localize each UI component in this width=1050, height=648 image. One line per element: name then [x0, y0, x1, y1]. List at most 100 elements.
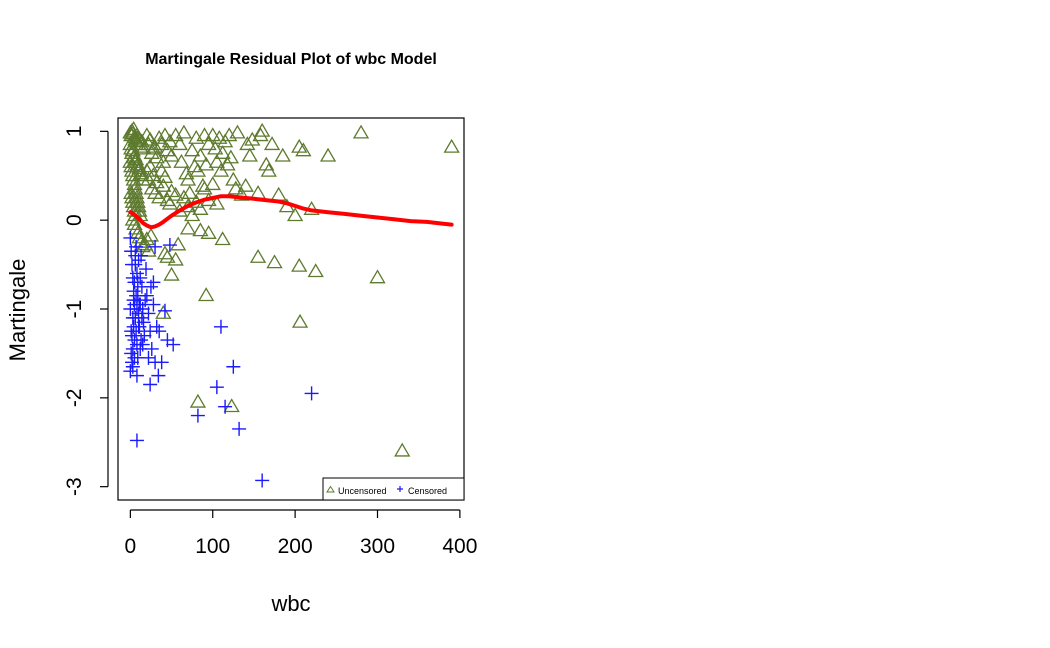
uncensored-point	[223, 398, 240, 413]
censored-point	[166, 337, 181, 352]
censored-point	[129, 433, 144, 448]
chart-title: Martingale Residual Plot of wbc Model	[145, 51, 437, 68]
censored-point	[133, 270, 148, 285]
uncensored-point	[175, 189, 193, 204]
x-axis-label: wbc	[270, 591, 310, 616]
uncensored-point	[148, 174, 165, 189]
uncensored-point	[196, 127, 213, 142]
uncensored-point	[307, 263, 324, 278]
uncensored-point	[127, 220, 145, 235]
uncensored-point	[394, 442, 411, 457]
censored-point	[139, 288, 154, 303]
uncensored-point	[291, 257, 308, 272]
legend-uncensored-label: Uncensored	[338, 486, 387, 496]
uncensored-point	[239, 136, 256, 151]
uncensored-point	[252, 127, 269, 142]
uncensored-point	[241, 147, 258, 162]
censored-point	[144, 341, 159, 356]
x-tick-label: 200	[278, 535, 313, 558]
uncensored-point	[249, 248, 267, 263]
censored-point	[152, 324, 167, 339]
uncensored-point	[173, 153, 190, 168]
uncensored-point	[263, 136, 281, 151]
censored-point	[129, 239, 144, 254]
uncensored-point	[189, 393, 207, 408]
legend-censored-plus-icon	[397, 486, 403, 492]
uncensored-point	[155, 177, 172, 192]
uncensored-point	[161, 195, 179, 210]
x-tick-label: 400	[442, 535, 477, 558]
uncensored-point	[141, 158, 159, 173]
smooth-line	[128, 194, 454, 230]
censored-point	[135, 337, 150, 352]
uncensored-point	[200, 224, 217, 239]
uncensored-point	[163, 183, 180, 198]
uncensored-point	[134, 238, 151, 253]
uncensored-point	[167, 251, 184, 266]
uncensored-point	[170, 236, 187, 251]
uncensored-point	[352, 124, 370, 139]
uncensored-point	[171, 136, 188, 151]
uncensored-point	[192, 222, 209, 237]
uncensored-point	[225, 171, 242, 186]
uncensored-point	[129, 224, 146, 239]
censored-point	[131, 253, 146, 268]
uncensored-point	[124, 142, 141, 157]
uncensored-point	[155, 304, 172, 319]
uncensored-point	[196, 180, 213, 195]
censored-point	[232, 421, 247, 436]
uncensored-point	[179, 171, 197, 186]
uncensored-point	[207, 140, 224, 155]
uncensored-point	[126, 216, 143, 231]
uncensored-point	[184, 142, 201, 157]
uncensored-point	[192, 201, 209, 215]
uncensored-point	[179, 220, 197, 235]
uncensored-point	[175, 124, 193, 139]
uncensored-point	[233, 186, 250, 201]
uncensored-point	[254, 122, 271, 137]
uncensored-point	[291, 138, 308, 153]
y-axis: -3 -2 -1 0 1	[63, 125, 109, 496]
y-tick-label: -3	[63, 477, 86, 496]
uncensored-point	[140, 171, 157, 186]
uncensored-point	[151, 189, 168, 204]
censored-point	[131, 319, 146, 334]
censored-point	[127, 350, 142, 365]
uncensored-point	[131, 131, 148, 146]
y-tick-label: 0	[63, 214, 86, 226]
x-tick-label: 100	[195, 535, 230, 558]
censored-point	[123, 230, 138, 245]
censored-point	[190, 408, 205, 423]
uncensored-point	[146, 138, 164, 153]
series-uncensored	[122, 121, 460, 457]
censored-point	[141, 306, 156, 321]
uncensored-point	[167, 186, 184, 201]
censored-point	[255, 473, 270, 488]
censored-point	[129, 368, 144, 383]
uncensored-point	[204, 127, 221, 142]
uncensored-point	[260, 162, 277, 177]
censored-point	[154, 355, 169, 370]
uncensored-point	[244, 131, 261, 146]
uncensored-point	[135, 140, 152, 155]
uncensored-point	[270, 186, 287, 201]
uncensored-point	[163, 266, 180, 281]
x-axis: 0 100 200 300 400	[125, 509, 477, 558]
uncensored-point	[204, 176, 221, 191]
censored-point	[125, 341, 140, 356]
x-tick-label: 0	[125, 535, 137, 558]
uncensored-point	[274, 147, 291, 162]
uncensored-point	[181, 185, 198, 199]
censored-point	[133, 297, 148, 312]
censored-point	[146, 275, 161, 290]
uncensored-point	[163, 147, 180, 162]
censored-point	[125, 359, 140, 374]
uncensored-point	[443, 138, 460, 153]
censored-point	[143, 377, 158, 392]
uncensored-point	[319, 147, 337, 162]
censored-point	[162, 238, 177, 253]
series-censored	[123, 230, 319, 488]
y-tick-label: -2	[63, 388, 86, 407]
uncensored-point	[229, 124, 246, 139]
